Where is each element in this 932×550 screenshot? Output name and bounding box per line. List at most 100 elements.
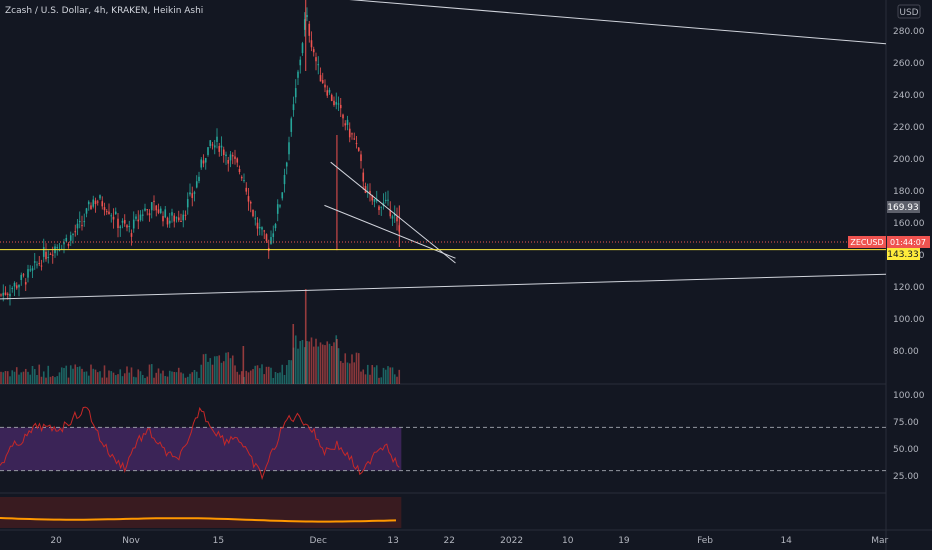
candle-body (130, 233, 133, 237)
candle-body (236, 158, 239, 163)
trendline[interactable] (330, 161, 456, 264)
candle-body (393, 213, 396, 216)
candle-body (294, 88, 297, 98)
candle-body (238, 168, 241, 173)
price-tick-label: 260.00 (893, 59, 925, 69)
volume-bar (265, 366, 268, 384)
candle-body (166, 217, 169, 225)
candle-body (157, 209, 160, 213)
rsi-tick-label: 100.00 (893, 391, 925, 401)
candle-body (36, 264, 38, 266)
volume-bar (245, 370, 248, 384)
volume-bar (396, 376, 398, 384)
volume-bar (175, 372, 178, 384)
candle-body (123, 220, 126, 224)
volume-bar (130, 367, 133, 384)
candle-body (139, 214, 142, 221)
volume-bar (31, 365, 34, 384)
candle-body (342, 114, 344, 119)
candle-body (126, 225, 128, 228)
volume-bar (207, 361, 209, 384)
volume-bar (69, 365, 72, 384)
volume-bar (364, 374, 367, 384)
candle-body (213, 145, 216, 148)
candle-body (227, 159, 230, 164)
candle-body (72, 234, 74, 236)
rsi-tick-label: 75.00 (893, 418, 919, 428)
volume-bar (312, 346, 315, 384)
candle-body (65, 237, 68, 242)
volume-bar (258, 368, 261, 384)
volume-bar (180, 372, 182, 384)
candle-body (310, 40, 313, 48)
volume-bar (155, 372, 158, 384)
volume-bar (213, 356, 216, 384)
candle-body (360, 154, 362, 162)
candle-body (114, 211, 117, 215)
time-tick-label: 22 (444, 536, 455, 546)
candle-body (204, 158, 207, 163)
volume-bar (166, 376, 169, 384)
candle-body (78, 220, 81, 223)
candle-body (9, 293, 11, 297)
volume-bar (263, 374, 266, 384)
volume-bar (252, 369, 254, 384)
volume-bar (285, 365, 288, 384)
volume-bar (339, 361, 342, 384)
volume-bar (351, 354, 353, 384)
candle-body (74, 231, 77, 233)
volume-bar (157, 368, 160, 384)
volume-bar (222, 361, 225, 384)
candle-body (225, 154, 227, 157)
volume-bar (112, 372, 115, 384)
volume-bar (242, 346, 245, 384)
candle-body (339, 104, 342, 109)
candle-body (315, 57, 317, 62)
time-tick-label: Nov (122, 536, 140, 546)
volume-bar (261, 364, 263, 384)
currency-button-label: USD (899, 8, 918, 18)
rsi-tick-label: 25.00 (893, 472, 919, 482)
volume-bar (92, 368, 95, 384)
candle-body (22, 274, 25, 276)
volume-bar (110, 371, 113, 384)
volume-bar (153, 377, 155, 384)
rsi-axis: 25.00 50.00 75.00 100.00 (893, 391, 925, 482)
volume-bar (382, 367, 385, 384)
volume-bar (209, 358, 212, 384)
candle-body (24, 282, 27, 285)
last-price-label: 169.93 (887, 203, 919, 213)
volume-bar (33, 369, 36, 384)
volume-bar (47, 365, 50, 384)
candle-body (150, 202, 153, 211)
candle-body (216, 136, 218, 142)
rsi-line (0, 406, 400, 481)
volume-bar (186, 376, 189, 384)
candle-body (330, 94, 333, 101)
candle-body (234, 156, 236, 159)
volume-bar (256, 365, 259, 384)
time-axis[interactable]: 20 Nov 15 Dec 13 22 2022 10 19 Feb 14 Mar (50, 536, 888, 546)
candle-body (105, 211, 108, 213)
candle-body (182, 214, 185, 221)
volume-bar (195, 371, 198, 384)
candle-body (373, 198, 376, 202)
candle-body (132, 219, 135, 229)
volume-bar (119, 369, 122, 384)
volume-bar (315, 338, 317, 384)
trendline[interactable] (343, 0, 887, 45)
candle-body (83, 221, 86, 223)
volume-bar (29, 374, 32, 384)
volume-bar (348, 363, 351, 384)
candle-body (177, 217, 180, 221)
volume-bar (184, 377, 187, 384)
volume-bar (150, 364, 153, 384)
volume-bar (355, 352, 358, 384)
volume-bar (101, 377, 104, 384)
candle-body (231, 155, 234, 157)
volume-bar (202, 354, 205, 384)
trendline[interactable] (0, 273, 887, 300)
currency-button[interactable]: USD (897, 4, 921, 19)
candle-body (333, 100, 335, 106)
volume-bar (249, 370, 252, 384)
